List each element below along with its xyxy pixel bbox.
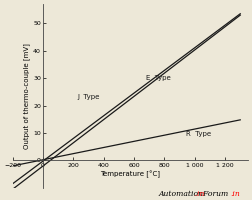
- Text: AutomationForum: AutomationForum: [159, 190, 229, 198]
- Y-axis label: Output of thermo-couple [mV]: Output of thermo-couple [mV]: [23, 43, 30, 149]
- Text: .in: .in: [231, 190, 240, 198]
- Text: J  Type: J Type: [78, 94, 100, 100]
- Text: R  Type: R Type: [186, 131, 211, 137]
- Text: E  Type: E Type: [146, 75, 171, 81]
- X-axis label: Temperature [°C]: Temperature [°C]: [100, 170, 160, 178]
- Text: .in: .in: [159, 190, 204, 198]
